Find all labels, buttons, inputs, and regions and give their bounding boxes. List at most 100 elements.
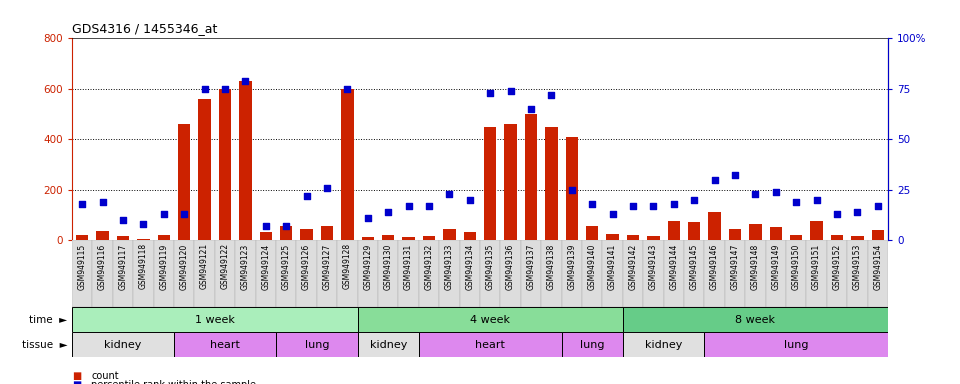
Bar [92,240,113,307]
Point [299,193,314,199]
Bar [643,240,663,307]
Text: ■: ■ [72,380,82,384]
Text: GSM949142: GSM949142 [629,243,637,290]
Text: GSM949149: GSM949149 [771,243,780,290]
Point [768,189,783,195]
Bar [280,226,292,240]
Bar [72,307,357,332]
Bar [500,240,521,307]
Bar [174,332,276,357]
Bar [76,235,88,240]
Text: GSM949125: GSM949125 [281,243,291,290]
Bar [607,234,619,240]
Text: GSM949117: GSM949117 [118,243,128,290]
Text: GSM949140: GSM949140 [588,243,597,290]
Text: GSM949131: GSM949131 [404,243,413,290]
Bar [725,240,745,307]
Bar [521,240,541,307]
Bar [259,232,272,240]
Bar [464,232,476,240]
Text: GSM949127: GSM949127 [323,243,331,290]
Bar [422,236,435,240]
Point [564,187,580,193]
Bar [174,240,194,307]
Bar [317,240,337,307]
Text: GSM949122: GSM949122 [221,243,229,290]
Bar [708,212,721,240]
Bar [848,240,868,307]
Text: GSM949124: GSM949124 [261,243,271,290]
Text: GSM949123: GSM949123 [241,243,250,290]
Bar [627,235,639,240]
Bar [199,99,211,240]
Bar [362,237,373,240]
Text: 1 week: 1 week [195,314,235,325]
Text: kidney: kidney [645,339,683,350]
Point [177,211,192,217]
Point [380,209,396,215]
Point [156,211,172,217]
Point [850,209,865,215]
Bar [480,240,500,307]
Bar [276,240,297,307]
Text: GSM949154: GSM949154 [874,243,882,290]
Text: GSM949144: GSM949144 [669,243,679,290]
Bar [830,235,843,240]
Bar [623,307,888,332]
Text: GSM949141: GSM949141 [608,243,617,290]
Text: heart: heart [475,339,505,350]
Point [728,172,743,179]
Text: GSM949129: GSM949129 [363,243,372,290]
Bar [195,240,215,307]
Bar [419,240,439,307]
Bar [852,236,864,240]
Bar [647,236,660,240]
Bar [623,332,705,357]
Point [462,197,477,203]
Bar [810,221,823,240]
Text: kidney: kidney [370,339,407,350]
Point [75,200,90,207]
Bar [444,228,455,240]
Text: GSM949121: GSM949121 [200,243,209,290]
Bar [806,240,827,307]
Bar [276,332,357,357]
Bar [684,240,705,307]
Bar [297,240,317,307]
Point [829,211,845,217]
Point [523,106,539,112]
Bar [235,240,255,307]
Point [360,215,375,221]
Bar [484,127,496,240]
Text: heart: heart [210,339,240,350]
Text: lung: lung [304,339,329,350]
Point [278,223,294,229]
Bar [342,89,353,240]
Text: GSM949134: GSM949134 [466,243,474,290]
Bar [790,235,803,240]
Bar [337,240,357,307]
Bar [872,230,884,240]
Text: GSM949132: GSM949132 [424,243,434,290]
Text: kidney: kidney [105,339,142,350]
Bar [357,240,378,307]
Text: GSM949148: GSM949148 [751,243,760,290]
Bar [357,307,623,332]
Text: GSM949116: GSM949116 [98,243,108,290]
Point [503,88,518,94]
Point [605,211,620,217]
Point [401,203,417,209]
Bar [603,240,623,307]
Text: tissue  ►: tissue ► [21,339,67,350]
Bar [460,240,480,307]
Bar [219,89,231,240]
Bar [623,240,643,307]
Point [809,197,825,203]
Bar [505,124,516,240]
Bar [525,114,538,240]
Text: GSM949120: GSM949120 [180,243,189,290]
Point [543,92,559,98]
Point [320,185,335,191]
Text: GSM949128: GSM949128 [343,243,352,290]
Text: 8 week: 8 week [735,314,776,325]
